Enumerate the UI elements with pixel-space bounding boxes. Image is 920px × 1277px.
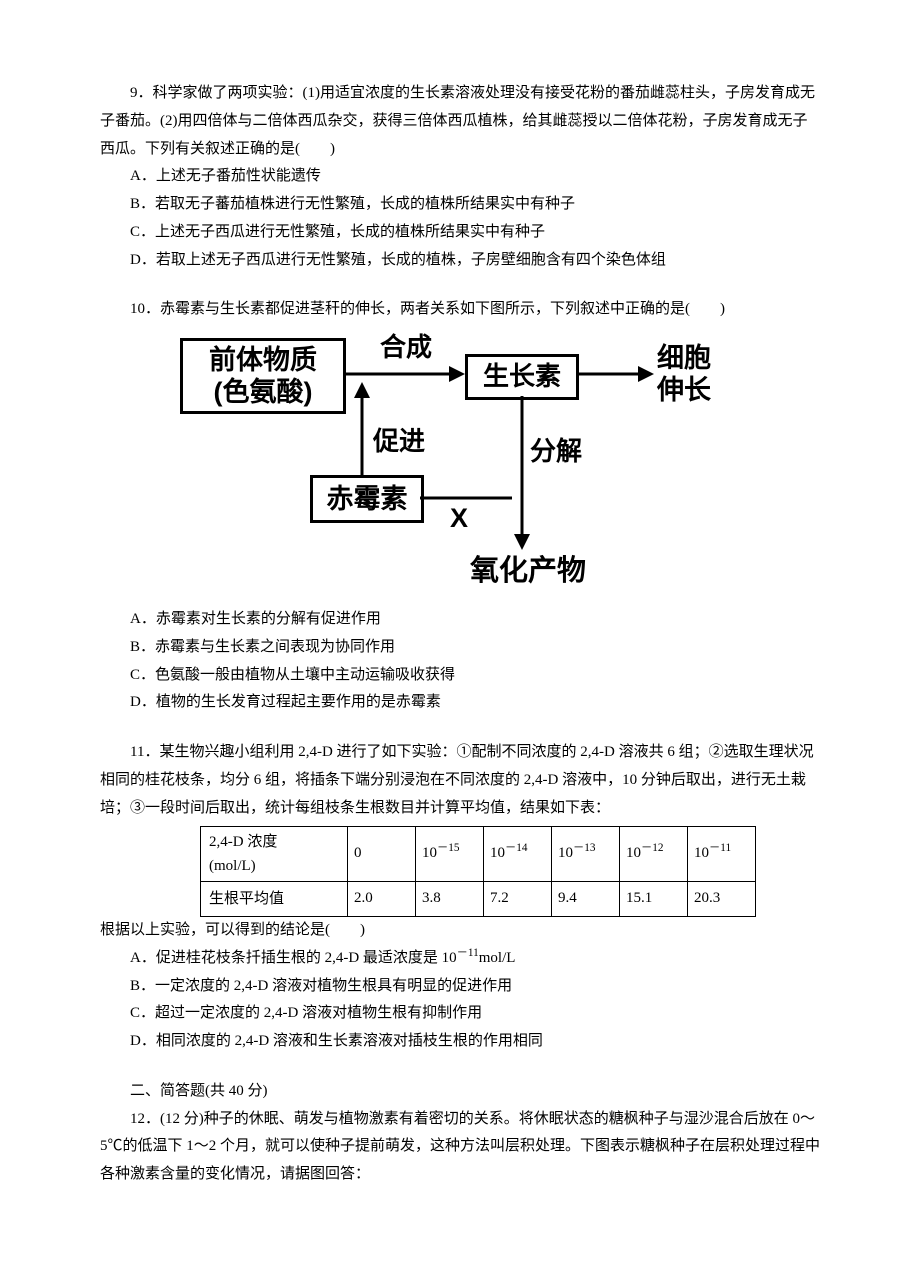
q11-stem2: 根据以上实验，可以得到的结论是( ) [100, 917, 820, 945]
q11-opt-a: A．促进桂花枝条扦插生根的 2,4-D 最适浓度是 10－11mol/L [100, 945, 820, 973]
table-cell: 10－15 [416, 827, 484, 882]
q9-opt-a: A．上述无子番茄性状能遗传 [100, 163, 820, 191]
q10-opt-d: D．植物的生长发育过程起主要作用的是赤霉素 [100, 689, 820, 717]
table-cell: 2.0 [348, 882, 416, 917]
q9-opt-d: D．若取上述无子西瓜进行无性繁殖，长成的植株，子房壁细胞含有四个染色体组 [100, 247, 820, 275]
q9-stem: 9．科学家做了两项实验：(1)用适宜浓度的生长素溶液处理没有接受花粉的番茄雌蕊柱… [100, 80, 820, 163]
table-cell: 20.3 [688, 882, 756, 917]
diagram-box-ga: 赤霉素 [310, 475, 424, 523]
diagram-box-precursor-l1: 前体物质 [209, 344, 317, 376]
diagram-result-cell-l1: 细胞 [657, 343, 711, 373]
q11-opt-c: C．超过一定浓度的 2,4-D 溶液对植物生根有抑制作用 [100, 1000, 820, 1028]
table-cell: 10－13 [552, 827, 620, 882]
diagram-label-x: X [450, 502, 468, 534]
diagram-label-decomp: 分解 [530, 436, 582, 467]
table-cell: 10－11 [688, 827, 756, 882]
q10-diagram: 前体物质 (色氨酸) 合成 生长素 细胞 伸长 分解 氧化产物 [180, 330, 740, 600]
q11-stem: 11．某生物兴趣小组利用 2,4-D 进行了如下实验：①配制不同浓度的 2,4-… [100, 739, 820, 822]
table-cell: 3.8 [416, 882, 484, 917]
diagram-result-oxid: 氧化产物 [470, 554, 586, 589]
section2-title: 二、简答题(共 40 分) [100, 1078, 820, 1106]
q9-opt-c: C．上述无子西瓜进行无性繁殖，长成的植株所结果实中有种子 [100, 219, 820, 247]
diagram-box-precursor: 前体物质 (色氨酸) [180, 338, 346, 414]
diagram-label-syn: 合成 [380, 332, 432, 363]
q10-opt-a: A．赤霉素对生长素的分解有促进作用 [100, 606, 820, 634]
diagram-box-auxin-text: 生长素 [483, 361, 561, 392]
page: 9．科学家做了两项实验：(1)用适宜浓度的生长素溶液处理没有接受花粉的番茄雌蕊柱… [0, 0, 920, 1229]
diagram-box-ga-text: 赤霉素 [327, 483, 408, 515]
diagram-label-promote: 促进 [373, 426, 425, 457]
diagram-box-precursor-l2: (色氨酸) [214, 376, 313, 408]
arrow-decompose [510, 396, 538, 552]
table-row-values: 生根平均值 2.0 3.8 7.2 9.4 15.1 20.3 [201, 882, 756, 917]
table-cell: 0 [348, 827, 416, 882]
q10-opt-c: C．色氨酸一般由植物从土壤中主动运输吸收获得 [100, 662, 820, 690]
diagram-result-cell: 细胞 伸长 [657, 342, 711, 407]
table-head-avg: 生根平均值 [201, 882, 348, 917]
arrow-to-cell [576, 362, 656, 390]
q9-opt-b: B．若取无子蕃茄植株进行无性繁殖，长成的植株所结果实中有种子 [100, 191, 820, 219]
table-cell: 10－12 [620, 827, 688, 882]
diagram-box-auxin: 生长素 [465, 354, 579, 400]
q10-stem: 10．赤霉素与生长素都促进茎秆的伸长，两者关系如下图所示，下列叙述中正确的是( … [100, 296, 820, 324]
table-cell: 15.1 [620, 882, 688, 917]
table-row-header: 2,4-D 浓度(mol/L) 0 10－15 10－14 10－13 10－1… [201, 827, 756, 882]
q11-opt-d: D．相同浓度的 2,4-D 溶液和生长素溶液对插枝生根的作用相同 [100, 1028, 820, 1056]
q11-opt-b: B．一定浓度的 2,4-D 溶液对植物生根具有明显的促进作用 [100, 973, 820, 1001]
table-head-conc: 2,4-D 浓度(mol/L) [201, 827, 348, 882]
q12-stem: 12．(12 分)种子的休眠、萌发与植物激素有着密切的关系。将休眠状态的糖枫种子… [100, 1106, 820, 1189]
table-cell: 10－14 [484, 827, 552, 882]
diagram-result-cell-l2: 伸长 [657, 375, 711, 405]
table-cell: 7.2 [484, 882, 552, 917]
q11-table: 2,4-D 浓度(mol/L) 0 10－15 10－14 10－13 10－1… [200, 826, 756, 917]
table-cell: 9.4 [552, 882, 620, 917]
q10-opt-b: B．赤霉素与生长素之间表现为协同作用 [100, 634, 820, 662]
